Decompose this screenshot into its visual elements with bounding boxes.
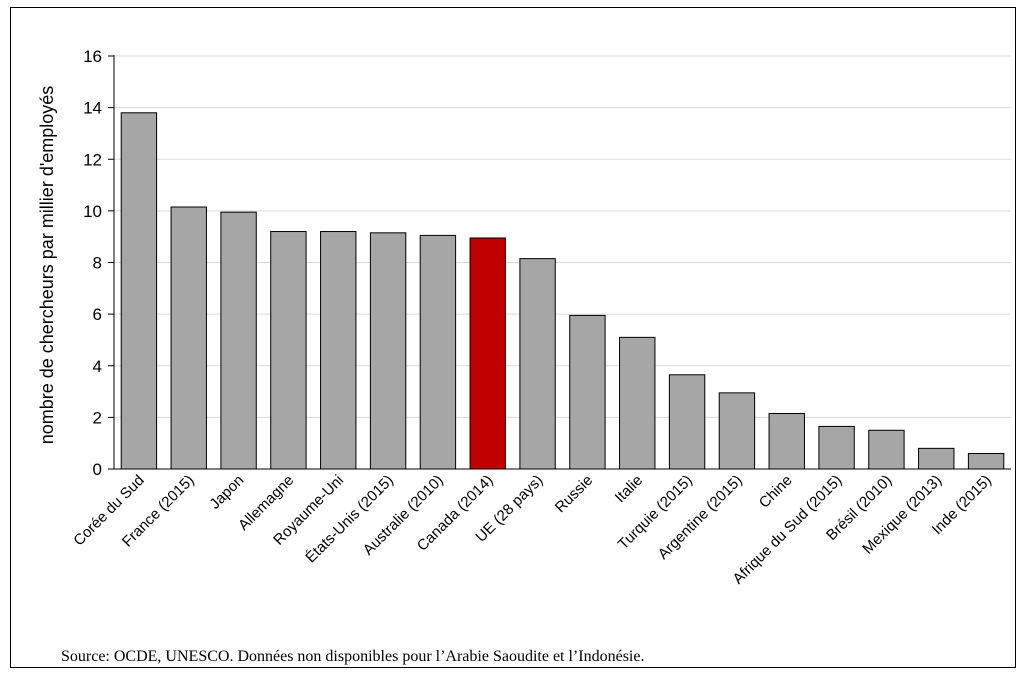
bar [270, 231, 307, 470]
source-note: Source: OCDE, UNESCO. Données non dispon… [61, 648, 645, 665]
bar [718, 392, 756, 470]
bar [569, 314, 606, 470]
bar [170, 206, 207, 470]
bar [918, 447, 955, 470]
axes [108, 55, 1011, 470]
bar [369, 232, 407, 470]
bar [818, 425, 855, 470]
bar [768, 413, 805, 470]
y-tick-label: 8 [93, 254, 102, 273]
bar [868, 429, 905, 470]
y-axis-label: nombre de chercheurs par millier d'emplo… [37, 86, 57, 445]
y-tick-label: 0 [93, 460, 102, 479]
x-tick-label: Russie [552, 472, 596, 516]
bar [469, 237, 506, 470]
bar [519, 258, 556, 470]
bar [967, 453, 1005, 470]
bar [220, 211, 257, 470]
x-tick-label: Argentine (2015) [655, 472, 746, 563]
y-tick-label: 10 [83, 202, 102, 221]
x-tick-label: Chine [756, 472, 796, 512]
y-tick-label: 16 [83, 47, 102, 66]
bars [120, 112, 1005, 470]
bar [668, 374, 706, 470]
y-tick-label: 6 [93, 305, 102, 324]
bar [320, 231, 357, 470]
y-tick-label: 14 [83, 99, 102, 118]
y-tick-labels: 0 2 4 6 8 10 12 14 16 [83, 47, 102, 479]
y-tick-label: 2 [93, 408, 102, 427]
chart-frame: 0 2 4 6 8 10 12 14 16 Corée du Sud France (2015) J… [10, 7, 1016, 668]
grid-lines [114, 55, 1011, 418]
bar [619, 336, 656, 470]
x-tick-label: Japon [206, 472, 247, 513]
bar [120, 112, 158, 470]
y-tick-label: 12 [83, 150, 102, 169]
x-tick-label: États-Unis (2015) [302, 472, 397, 567]
bar [419, 234, 457, 470]
x-tick-label: Italie [612, 472, 646, 506]
y-tick-label: 4 [93, 357, 102, 376]
